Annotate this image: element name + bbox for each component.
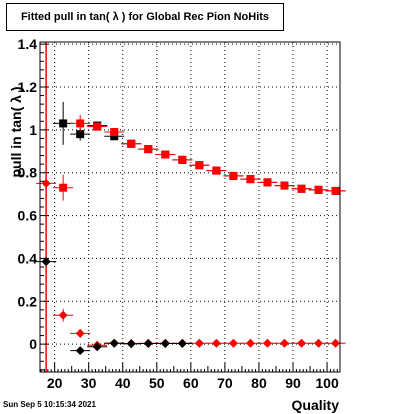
- data-point-square: [76, 119, 85, 128]
- data-point-square: [161, 150, 170, 159]
- y-tick-label: 0.6: [18, 208, 38, 224]
- grid-lines: [40, 42, 340, 372]
- x-tick-label: 60: [183, 375, 199, 391]
- data-point-square: [127, 139, 136, 148]
- x-tick-label: 90: [285, 375, 301, 391]
- x-tick-label: 100: [315, 375, 339, 391]
- data-point-square: [246, 175, 255, 184]
- y-tick-label: 1: [29, 122, 37, 138]
- data-point-diamond: [245, 338, 255, 348]
- data-point-diamond: [279, 338, 289, 348]
- data-point-square: [212, 166, 221, 175]
- data-point-diamond: [331, 338, 341, 348]
- data-point-square: [59, 183, 68, 192]
- data-point-square: [144, 145, 153, 154]
- data-point-diamond: [160, 339, 170, 348]
- x-tick-label: 50: [149, 375, 165, 391]
- data-point-square: [229, 171, 238, 180]
- chart-title: Fitted pull in tan( λ ) for Global Rec P…: [6, 3, 284, 31]
- y-tick-label: 1.2: [18, 79, 38, 95]
- x-tick-label: 80: [251, 375, 267, 391]
- data-point-square: [314, 185, 323, 194]
- data-point-diamond: [109, 338, 119, 348]
- data-point-square: [93, 122, 102, 131]
- data-point-diamond: [194, 338, 204, 348]
- data-point-square: [331, 186, 340, 195]
- y-tick-label: 0.4: [18, 250, 38, 266]
- timestamp-footer: Sun Sep 5 10:15:34 2021: [3, 400, 96, 409]
- data-point-diamond: [75, 346, 85, 356]
- data-point-diamond: [58, 310, 68, 320]
- y-tick-label: 0.2: [18, 293, 38, 309]
- data-point-square: [178, 155, 187, 164]
- data-marks: [36, 102, 346, 356]
- data-point-square: [59, 119, 68, 128]
- x-tick-label: 40: [115, 375, 131, 391]
- data-point-square: [76, 130, 85, 139]
- data-point-diamond: [92, 342, 102, 352]
- data-point-square: [297, 184, 306, 193]
- plot-frame: [39, 41, 341, 373]
- x-tick-label: 30: [81, 375, 97, 391]
- x-axis-label: Quality: [292, 397, 340, 413]
- data-point-diamond: [314, 338, 324, 348]
- x-tick-label: 20: [47, 375, 63, 391]
- data-point-square: [195, 161, 204, 170]
- x-tick-label: 70: [217, 375, 233, 391]
- y-tick-label: 1.4: [18, 36, 38, 52]
- data-point-diamond: [41, 257, 51, 267]
- data-point-diamond: [262, 338, 272, 348]
- data-point-diamond: [297, 338, 307, 348]
- y-axis-label: pull in tan( λ ): [8, 87, 24, 178]
- data-point-diamond: [75, 328, 85, 338]
- y-tick-label: 0: [29, 336, 37, 352]
- data-point-diamond: [143, 339, 153, 348]
- data-point-square: [110, 128, 119, 136]
- data-point-diamond: [211, 338, 221, 348]
- data-point-diamond: [126, 339, 136, 349]
- data-point-diamond: [177, 339, 187, 348]
- data-point-square: [263, 178, 272, 187]
- axes: 20 30 40 50 60 70 80 90 100 0 0.2 0.4 0.6 0.8 1 1.2 1.4: [18, 36, 339, 391]
- data-point-square: [280, 181, 289, 190]
- y-tick-label: 0.8: [18, 165, 38, 181]
- data-point-diamond: [41, 178, 51, 188]
- data-point-square: [110, 132, 119, 141]
- data-point-diamond: [228, 338, 238, 348]
